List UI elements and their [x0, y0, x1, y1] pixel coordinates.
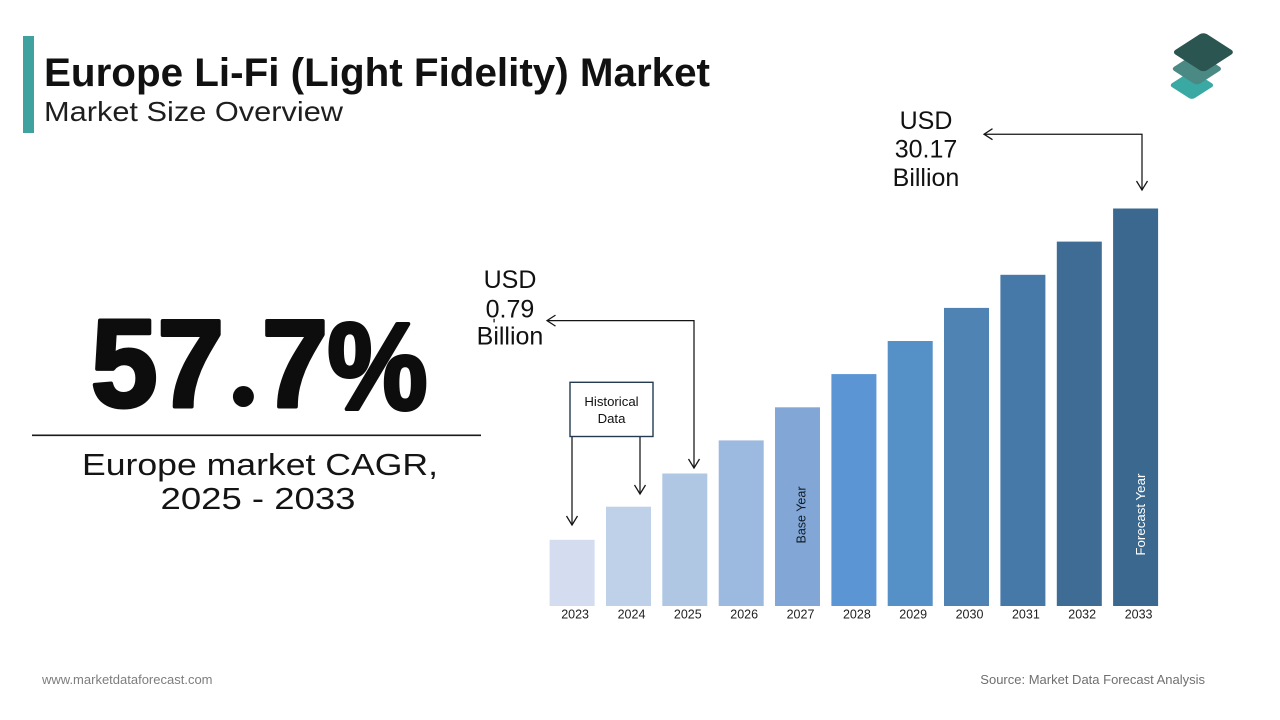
svg-text:Billion: Billion — [477, 323, 544, 351]
svg-text:www.marketdataforecast.com: www.marketdataforecast.com — [41, 672, 213, 687]
svg-text:Europe market CAGR,: Europe market CAGR, — [82, 447, 438, 482]
svg-text:Market Size Overview: Market Size Overview — [44, 96, 344, 127]
svg-text:Source: Market Data Forecast A: Source: Market Data Forecast Analysis — [980, 672, 1205, 687]
svg-text:Base Year: Base Year — [793, 486, 808, 544]
svg-text:USD: USD — [484, 266, 537, 294]
svg-text:2025 - 2033: 2025 - 2033 — [161, 481, 356, 516]
svg-text:Forecast Year: Forecast Year — [1133, 473, 1148, 556]
svg-text:%: % — [328, 299, 428, 436]
svg-text:2024: 2024 — [618, 608, 646, 622]
svg-text:Billion: Billion — [893, 164, 960, 192]
svg-text:30.17: 30.17 — [895, 136, 958, 164]
svg-text:7: 7 — [262, 296, 328, 434]
svg-text:2031: 2031 — [1012, 608, 1040, 622]
svg-text:USD: USD — [900, 107, 953, 135]
svg-text:0.79: 0.79 — [486, 296, 535, 324]
svg-text:2032: 2032 — [1068, 608, 1096, 622]
svg-text:57: 57 — [91, 296, 224, 434]
svg-text:Historical: Historical — [584, 394, 638, 409]
svg-text:2023: 2023 — [561, 608, 589, 622]
svg-text:2028: 2028 — [843, 608, 871, 622]
svg-text:2030: 2030 — [956, 608, 984, 622]
svg-text:2027: 2027 — [787, 608, 815, 622]
svg-text:2025: 2025 — [674, 608, 702, 622]
svg-text:Data: Data — [598, 411, 627, 426]
svg-text:2033: 2033 — [1125, 608, 1153, 622]
svg-text:2029: 2029 — [899, 608, 927, 622]
svg-text:Europe Li-Fi (Light Fidelity): Europe Li-Fi (Light Fidelity) Market — [44, 51, 710, 95]
svg-text:2026: 2026 — [730, 608, 758, 622]
